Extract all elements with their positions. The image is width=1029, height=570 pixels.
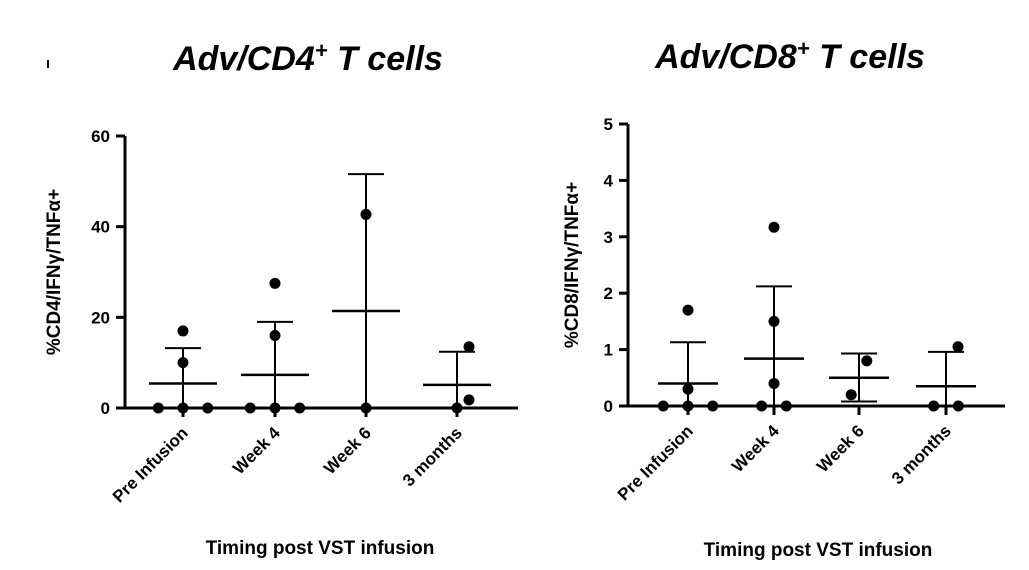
category-label: 3 months (399, 423, 466, 490)
chart-cd8: Adv/CD8+ T cells %CD8/IFNγ/TNFα+ Timing po… (562, 36, 1005, 561)
data-point (152, 402, 164, 414)
data-point (780, 400, 792, 412)
data-point (177, 402, 189, 414)
category-label: Week 4 (229, 423, 284, 478)
data-point (682, 400, 694, 412)
data-point (768, 221, 780, 233)
chart-title-suffix: T cells (328, 40, 443, 78)
y-axis-label: %CD4/IFNγ/TNFα+ (44, 189, 65, 355)
y-tick-label: 4 (604, 171, 614, 190)
data-point (861, 355, 873, 367)
category-label: Week 4 (728, 421, 783, 476)
chart-title: Adv/CD4+ T cells (172, 38, 443, 78)
chart-title-main: Adv/CD8 (654, 38, 797, 76)
y-tick-label: 1 (604, 341, 613, 360)
data-point (244, 402, 256, 414)
data-point (682, 304, 694, 316)
data-point (952, 341, 964, 353)
data-point (682, 383, 694, 395)
data-point (177, 357, 189, 369)
y-axis-label: %CD8/IFNγ/TNFα+ (562, 182, 583, 348)
data-point (294, 402, 306, 414)
category-label: Pre Infusion (109, 423, 192, 506)
data-point (463, 394, 475, 406)
data-point (202, 402, 214, 414)
chart-title-superscript: + (315, 38, 328, 63)
x-axis-label: Timing post VST infusion (206, 538, 435, 559)
data-point (360, 208, 372, 220)
chart-title-main: Adv/CD4 (172, 40, 315, 78)
category-label: 3 months (888, 421, 955, 488)
data-point (756, 400, 768, 412)
data-point (952, 400, 964, 412)
y-tick-label: 3 (604, 228, 613, 247)
chart-cd4: Adv/CD4+ T cells %CD4/IFNγ/TNFα+ Timing po… (44, 38, 518, 559)
y-tick-label: 0 (604, 397, 613, 416)
category-label: Pre Infusion (614, 421, 697, 504)
data-point (657, 400, 669, 412)
data-point (451, 402, 463, 414)
data-point (928, 400, 940, 412)
data-point (768, 377, 780, 389)
data-point (707, 400, 719, 412)
category-label: Week 6 (813, 421, 868, 476)
data-point (269, 277, 281, 289)
category-label: Week 6 (320, 423, 375, 478)
y-tick-label: 60 (91, 127, 110, 146)
data-point (845, 389, 857, 401)
data-point (360, 402, 372, 414)
x-axis-label: Timing post VST infusion (704, 540, 933, 561)
chart-title-suffix: T cells (810, 38, 925, 76)
y-tick-label: 5 (604, 115, 613, 134)
y-tick-label: 40 (91, 218, 110, 237)
y-tick-label: 20 (91, 308, 110, 327)
y-tick-label: 0 (101, 399, 110, 418)
chart-title: Adv/CD8+ T cells (654, 36, 925, 76)
data-point (768, 315, 780, 327)
data-point (269, 329, 281, 341)
y-tick-label: 2 (604, 284, 613, 303)
data-point (269, 402, 281, 414)
chart-title-superscript: + (797, 36, 810, 61)
data-point (177, 325, 189, 337)
data-point (463, 341, 475, 353)
